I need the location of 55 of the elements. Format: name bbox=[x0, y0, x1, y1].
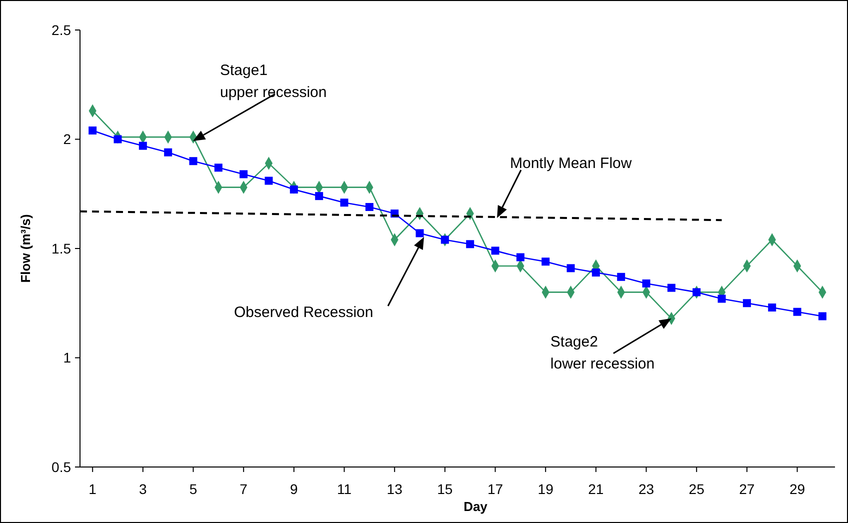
point bbox=[189, 157, 198, 166]
point bbox=[240, 170, 248, 178]
point bbox=[290, 186, 298, 194]
x-tick-label: 3 bbox=[139, 481, 148, 497]
y-axis-title: Flow (m³/s) bbox=[18, 214, 33, 283]
x-tick-label: 5 bbox=[189, 481, 198, 497]
x-tick-label: 15 bbox=[437, 481, 453, 497]
x-tick-label: 25 bbox=[688, 481, 705, 497]
point bbox=[164, 148, 172, 156]
point bbox=[516, 253, 524, 262]
point bbox=[793, 308, 802, 316]
point bbox=[114, 135, 122, 144]
point bbox=[315, 192, 324, 200]
point bbox=[466, 240, 474, 248]
x-axis-title: Day bbox=[464, 499, 488, 514]
point bbox=[542, 258, 550, 266]
x-tick-label: 29 bbox=[789, 481, 806, 497]
point bbox=[642, 279, 650, 288]
point bbox=[718, 294, 726, 303]
point bbox=[440, 236, 449, 244]
point bbox=[491, 246, 500, 255]
point bbox=[88, 126, 97, 135]
x-tick-label: 7 bbox=[240, 481, 248, 497]
annotation: Observed Recession bbox=[234, 304, 374, 321]
y-tick-label: 1.5 bbox=[52, 240, 72, 256]
point bbox=[365, 202, 374, 211]
x-tick-label: 23 bbox=[638, 481, 654, 497]
point bbox=[667, 284, 676, 292]
annotation: Stage1 upper recession bbox=[220, 62, 327, 101]
y-tick-label: 2 bbox=[63, 131, 72, 148]
annotation: Stage2 lower recession bbox=[550, 333, 655, 372]
point bbox=[340, 198, 348, 207]
y-tick-label: 2.5 bbox=[52, 22, 72, 38]
x-tick-label: 27 bbox=[739, 481, 755, 497]
point bbox=[138, 142, 147, 150]
x-tick-label: 17 bbox=[487, 481, 504, 497]
x-tick-label: 11 bbox=[336, 481, 352, 497]
x-tick-label: 9 bbox=[290, 481, 298, 497]
annotation: Montly Mean Flow bbox=[510, 155, 632, 172]
point bbox=[617, 272, 626, 281]
point bbox=[768, 303, 776, 312]
point bbox=[818, 312, 826, 320]
y-tick-label: 1 bbox=[63, 350, 72, 366]
x-tick-label: 19 bbox=[538, 481, 554, 497]
point bbox=[264, 176, 273, 185]
point bbox=[566, 264, 575, 272]
y-tick-label: 0.5 bbox=[52, 458, 72, 475]
point bbox=[214, 164, 222, 172]
point bbox=[592, 268, 600, 277]
x-tick-label: 21 bbox=[588, 481, 604, 497]
point bbox=[692, 288, 701, 296]
point bbox=[416, 229, 424, 238]
x-tick-label: 1 bbox=[88, 481, 97, 497]
x-tick-label: 13 bbox=[386, 481, 403, 497]
point bbox=[742, 299, 751, 308]
